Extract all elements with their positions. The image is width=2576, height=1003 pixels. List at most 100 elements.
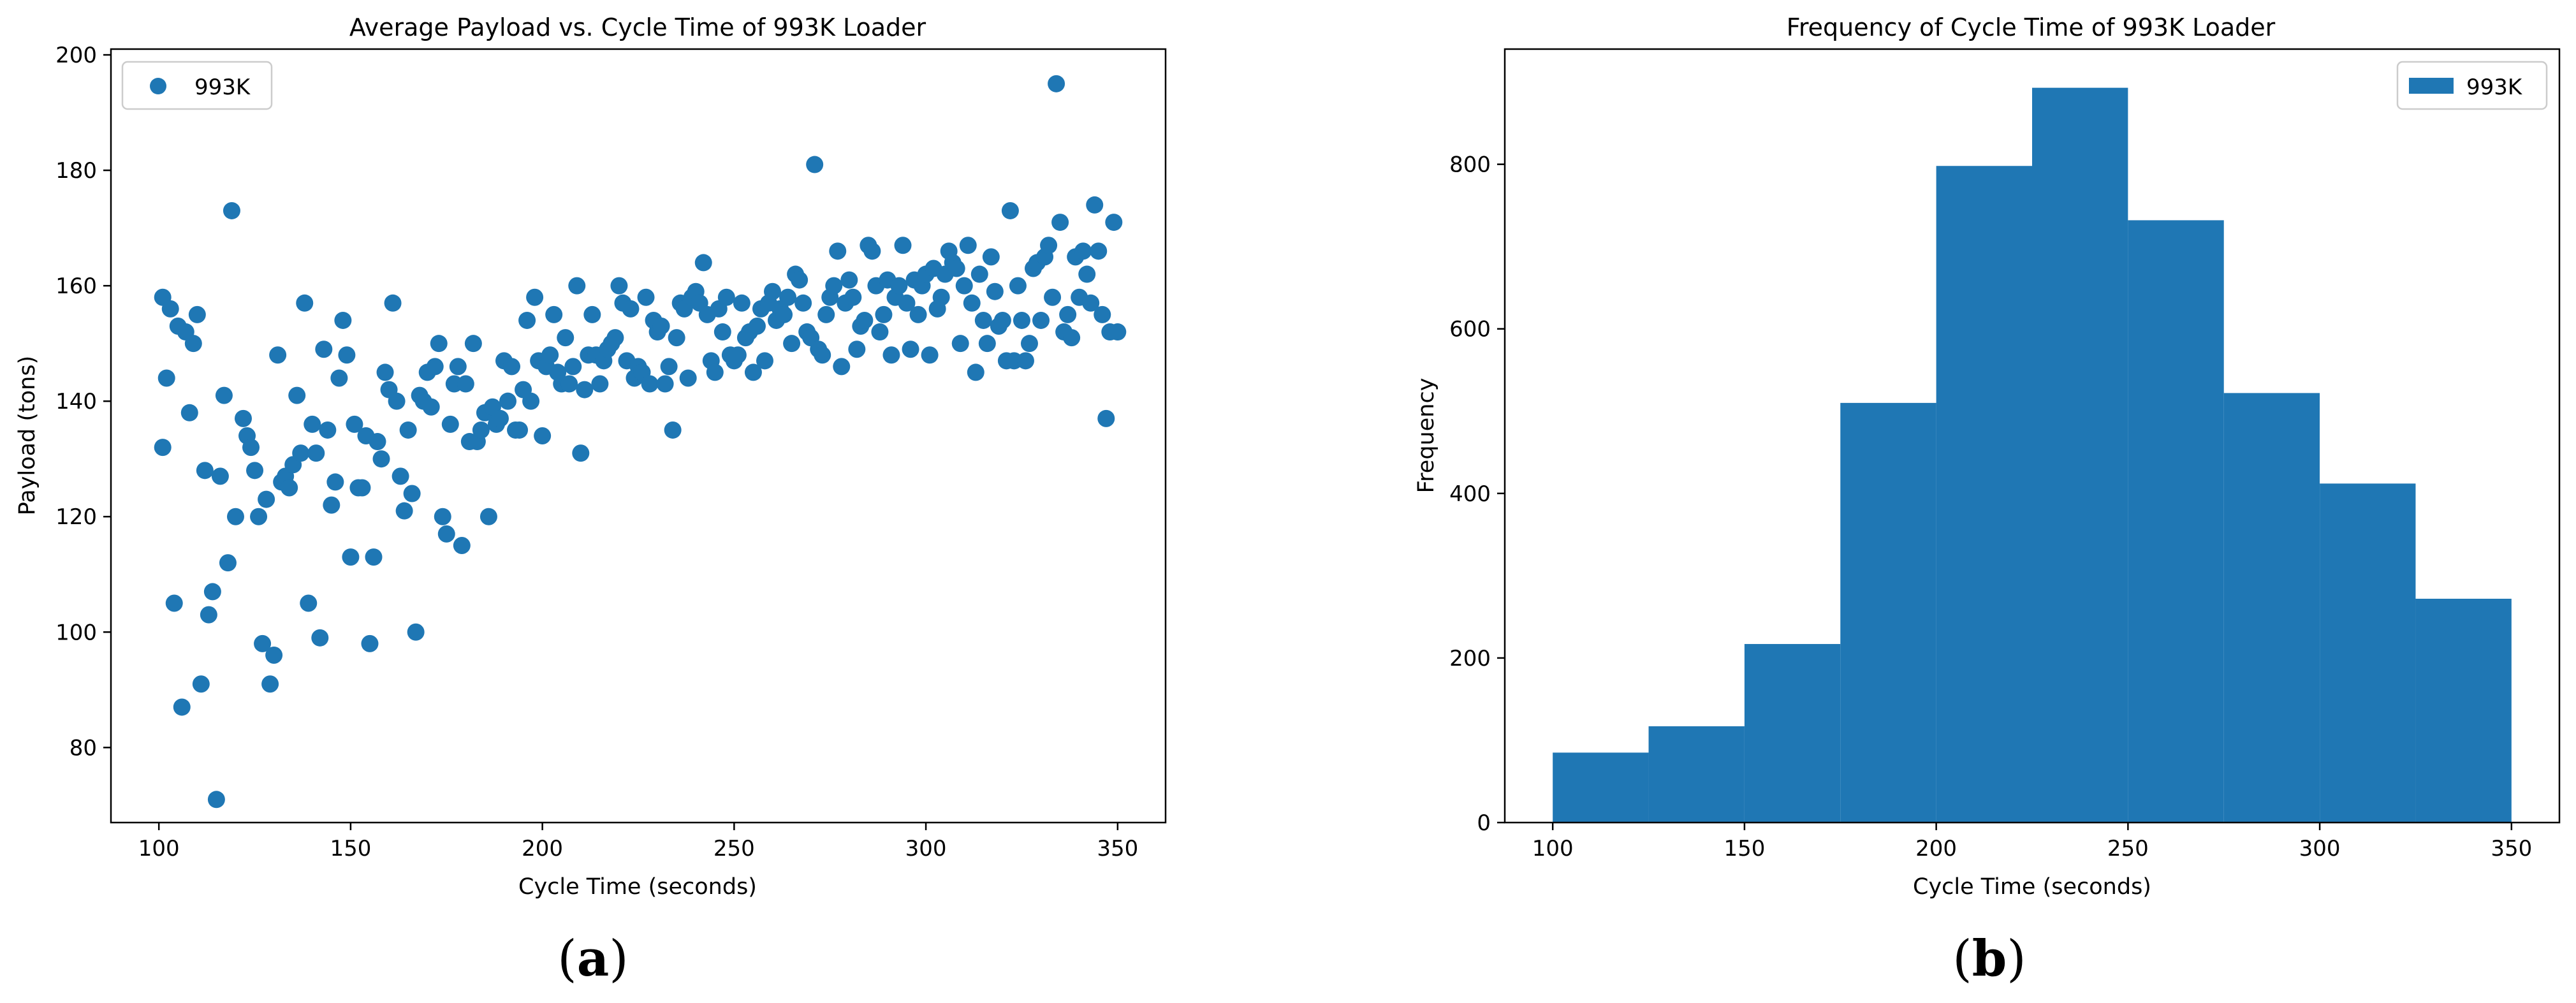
scatter-point [281,479,298,497]
chart-b-x-tick-label: 150 [1723,836,1765,861]
scatter-point [441,415,459,433]
chart-b-legend: 993K [2396,61,2548,110]
scatter-point [296,294,314,312]
scatter-point [192,675,210,693]
caption-b-open: ( [1952,930,1972,988]
scatter-point [188,305,206,323]
scatter-point [1109,323,1127,341]
chart-a-x-axis-label: Cycle Time (seconds) [518,874,757,900]
scatter-point [464,335,482,353]
chart-a-x-tick-label: 200 [522,836,563,861]
scatter-point [434,508,451,525]
scatter-point [200,606,217,624]
chart-a-plot-frame [110,48,1167,824]
histogram-bar [2415,599,2512,823]
scatter-point [180,404,198,421]
scatter-point [207,791,225,809]
scatter-point [518,311,536,329]
scatter-point [437,525,455,543]
scatter-point [591,375,609,393]
scatter-point [491,409,509,427]
scatter-point [974,311,992,329]
scatter-point [545,305,563,323]
scatter-point [890,277,908,295]
scatter-point [226,508,244,525]
caption-b-letter: b [1972,930,2007,988]
scatter-point [993,311,1011,329]
scatter-point [848,340,866,358]
scatter-point [246,462,264,480]
scatter-point [242,439,260,457]
chart-b-x-tick-label: 200 [1915,836,1957,861]
scatter-point [951,335,969,353]
scatter-point [660,358,678,376]
chart-a-legend-frame [121,61,273,110]
scatter-point [449,358,467,376]
scatter-point [775,305,793,323]
scatter-point [572,444,590,462]
caption-b-close: ) [2007,930,2026,988]
scatter-point [610,277,628,295]
scatter-point [323,496,340,514]
scatter-point [652,318,670,335]
scatter-point [717,288,735,306]
scatter-point [970,265,988,283]
chart-a-x-tick-label: 300 [905,836,947,861]
scatter-point [641,375,659,393]
chart-b-axes: 100 150 200 250 300 350 0 200 400 600 800 [1449,152,2532,861]
chart-a-y-axis-label: Payload (tons) [15,356,40,516]
scatter-point [576,381,594,399]
scatter-point [637,288,655,306]
scatter-point [161,300,179,318]
scatter-point [1032,311,1050,329]
scatter-point [764,282,782,300]
chart-a-legend-marker [150,78,166,94]
scatter-point [534,427,552,444]
chart-a-y-tick-label: 120 [55,504,97,530]
scatter-point [1016,352,1034,370]
histogram-bar [1648,726,1745,823]
chart-a-legend: 993K [121,61,273,110]
scatter-point [376,363,394,381]
scatter-point [1013,311,1030,329]
scatter-point [511,421,529,439]
scatter-point [203,583,221,601]
scatter-point [1086,196,1104,214]
scatter-point [1078,265,1096,283]
histogram-bar [2320,483,2416,823]
scatter-point [871,323,889,341]
scatter-point [1105,214,1123,231]
chart-a-x-tick-label: 150 [330,836,371,861]
scatter-point [909,305,927,323]
histogram-bar [1840,402,1936,823]
chart-a-x-tick-label: 350 [1097,836,1138,861]
scatter-point [875,305,893,323]
scatter-point [894,237,912,254]
chart-b-y-axis-label: Frequency [1414,378,1439,494]
caption-a-close: ) [609,930,628,988]
chart-b-legend-frame [2396,61,2548,110]
scatter-point [526,288,544,306]
scatter-point [361,634,379,652]
scatter-point [744,363,762,381]
scatter-point [1020,335,1038,353]
scatter-point [254,634,272,652]
scatter-point [184,335,202,353]
scatter-point [814,346,831,364]
scatter-point [307,444,325,462]
scatter-point [300,594,318,612]
scatter-point [963,294,981,312]
chart-a-y-tick-label: 180 [55,158,97,184]
scatter-point [1063,329,1081,347]
scatter-point [1001,201,1019,219]
scatter-point [902,340,919,358]
chart-b-x-tick-label: 300 [2299,836,2341,861]
scatter-point [384,294,402,312]
chart-a-title: Average Payload vs. Cycle Time of 993K L… [349,13,926,41]
scatter-point [791,271,809,289]
scatter-point [338,346,356,364]
scatter-point [794,294,812,312]
scatter-point [668,329,685,347]
chart-b-y-tick-label: 0 [1477,810,1491,836]
